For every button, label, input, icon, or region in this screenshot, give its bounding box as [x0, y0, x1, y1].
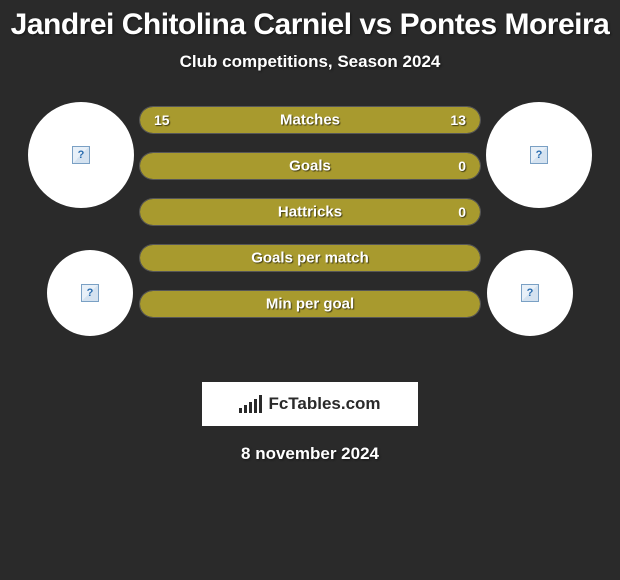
stat-bar: Goals per match: [139, 244, 481, 272]
stat-bar: Min per goal: [139, 290, 481, 318]
stat-label: Goals: [289, 158, 331, 175]
image-placeholder-icon: [530, 146, 548, 164]
stat-bar: Matches 15 13: [139, 106, 481, 134]
image-placeholder-icon: [81, 284, 99, 302]
branding-text: FcTables.com: [268, 394, 380, 414]
stat-bars: Matches 15 13 Goals 0 Hattricks 0 Goals per mat…: [139, 102, 481, 318]
right-avatar-column: [481, 102, 593, 364]
branding-badge: FcTables.com: [202, 382, 418, 426]
footer-date: 8 november 2024: [0, 426, 620, 464]
left-player-avatar: [28, 102, 134, 208]
stat-label: Min per goal: [266, 296, 354, 313]
stat-label: Matches: [280, 112, 340, 129]
right-player-avatar: [486, 102, 592, 208]
left-team-avatar: [47, 250, 133, 336]
stat-bar: Hattricks 0: [139, 198, 481, 226]
image-placeholder-icon: [72, 146, 90, 164]
left-avatar-column: [27, 102, 139, 364]
subtitle: Club competitions, Season 2024: [0, 52, 620, 102]
stat-bar: Goals 0: [139, 152, 481, 180]
stat-value-right: 0: [458, 158, 466, 174]
stat-label: Hattricks: [278, 204, 342, 221]
stat-label: Goals per match: [251, 250, 369, 267]
stat-value-left: 15: [154, 112, 170, 128]
stat-value-right: 13: [450, 112, 466, 128]
branding-chart-icon: [239, 395, 262, 413]
image-placeholder-icon: [521, 284, 539, 302]
right-team-avatar: [487, 250, 573, 336]
page-title: Jandrei Chitolina Carniel vs Pontes More…: [0, 6, 620, 52]
stat-value-right: 0: [458, 204, 466, 220]
